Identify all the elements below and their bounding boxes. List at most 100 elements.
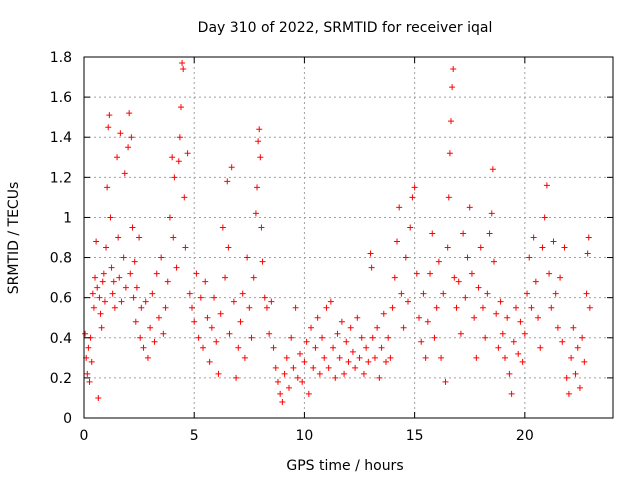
data-point: [499, 330, 506, 337]
x-tick-label: 10: [296, 428, 314, 444]
data-point: [519, 358, 526, 365]
data-point: [270, 344, 277, 351]
data-point: [241, 354, 248, 361]
plot-frame: [83, 56, 614, 419]
data-point: [354, 314, 361, 321]
data-point: [548, 304, 555, 311]
data-point: [460, 230, 467, 237]
data-point: [451, 274, 458, 281]
data-point: [131, 258, 138, 265]
data-point: [475, 284, 482, 291]
data-point: [431, 334, 438, 341]
data-point: [341, 370, 348, 377]
y-tick-label: 0.6: [50, 291, 72, 307]
data-point: [158, 254, 165, 261]
data-point: [204, 314, 211, 321]
data-point: [380, 310, 387, 317]
data-point: [349, 348, 356, 355]
data-point: [283, 354, 290, 361]
data-point: [305, 390, 312, 397]
data-point: [433, 304, 440, 311]
data-point: [164, 278, 171, 285]
data-point: [261, 294, 268, 301]
data-point: [517, 318, 524, 325]
data-point: [524, 290, 531, 297]
data-point: [457, 330, 464, 337]
data-point: [97, 310, 104, 317]
data-point: [369, 334, 376, 341]
data-point: [468, 270, 475, 277]
data-point: [466, 204, 473, 211]
data-point: [570, 324, 577, 331]
data-point: [416, 314, 423, 321]
data-point: [133, 284, 140, 291]
data-point: [444, 244, 451, 251]
data-point: [98, 324, 105, 331]
data-point: [332, 374, 339, 381]
data-point: [224, 178, 231, 185]
data-point: [252, 210, 259, 217]
data-point: [368, 264, 375, 271]
data-point: [92, 274, 99, 281]
data-point: [585, 234, 592, 241]
data-point: [473, 354, 480, 361]
data-point: [546, 270, 553, 277]
data-point: [515, 350, 522, 357]
data-point: [130, 294, 137, 301]
data-point: [297, 350, 304, 357]
data-point: [177, 104, 184, 111]
data-point: [541, 214, 548, 221]
data-point: [418, 338, 425, 345]
data-point: [579, 334, 586, 341]
data-point: [127, 270, 134, 277]
data-point: [109, 290, 116, 297]
data-point: [162, 304, 169, 311]
data-point: [378, 344, 385, 351]
data-point: [94, 284, 101, 291]
data-point: [226, 330, 233, 337]
data-point: [513, 304, 520, 311]
data-point: [248, 334, 255, 341]
data-point: [82, 330, 89, 337]
data-point: [256, 126, 263, 133]
data-point: [235, 344, 242, 351]
data-point: [285, 384, 292, 391]
data-point: [449, 84, 456, 91]
data-point: [125, 144, 132, 151]
data-point: [495, 344, 502, 351]
data-point: [99, 278, 106, 285]
data-point: [314, 314, 321, 321]
data-point: [490, 258, 497, 265]
data-point: [420, 290, 427, 297]
data-point: [336, 354, 343, 361]
y-tick-label: 0.2: [50, 371, 72, 387]
data-point: [471, 314, 478, 321]
data-point: [539, 244, 546, 251]
grid-lines: [84, 57, 613, 418]
data-point: [532, 278, 539, 285]
data-point: [170, 234, 177, 241]
data-point: [559, 338, 566, 345]
data-point: [105, 124, 112, 131]
data-point: [106, 112, 113, 119]
data-point: [121, 170, 128, 177]
data-point: [581, 358, 588, 365]
data-point: [535, 314, 542, 321]
data-point: [530, 234, 537, 241]
data-point: [319, 334, 326, 341]
data-point: [583, 290, 590, 297]
data-point: [338, 318, 345, 325]
data-point: [126, 110, 133, 117]
data-point: [334, 330, 341, 337]
data-point: [584, 250, 591, 257]
x-tick-label: 15: [406, 428, 424, 444]
data-point: [254, 184, 261, 191]
data-point: [132, 318, 139, 325]
data-point: [484, 290, 491, 297]
data-points: [82, 60, 593, 405]
data-point: [327, 298, 334, 305]
data-point: [376, 374, 383, 381]
data-point: [103, 244, 110, 251]
data-point: [446, 150, 453, 157]
